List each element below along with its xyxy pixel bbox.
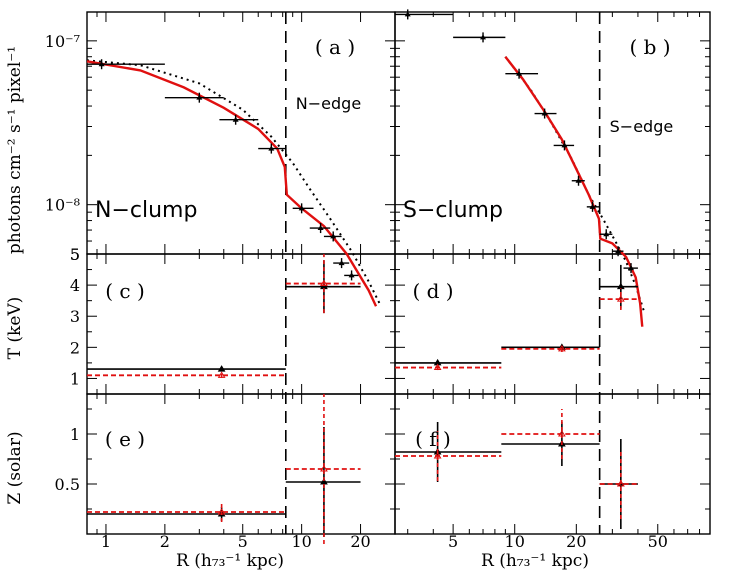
data-point-marker	[589, 203, 596, 209]
data-point-marker	[561, 142, 568, 148]
marks-group: ( a ) N−clump N−edge ( c ) ( e ) ( b ) S−clump…	[86, 9, 674, 544]
panel-label: ( b )	[629, 35, 670, 59]
data-point-red-marker	[320, 465, 328, 472]
data-point-red-marker	[217, 508, 226, 515]
panel-frame	[86, 393, 396, 535]
panel-label: ( d )	[412, 279, 453, 303]
x-tick-label: 1	[101, 532, 111, 551]
x-tick-label: 20	[566, 532, 586, 551]
data-point-marker	[348, 272, 355, 278]
data-point-marker	[575, 177, 582, 183]
x-axis-label-left: R (h₇₃⁻¹ kpc)	[176, 551, 284, 571]
y-tick-label: 2	[70, 338, 80, 357]
x-tick-label: 2	[160, 532, 170, 551]
data-point-marker	[317, 225, 324, 231]
x-tick-label: 10	[291, 532, 311, 551]
x-tick-label: 50	[648, 532, 668, 551]
panel-label: ( c )	[105, 279, 145, 303]
x-tick-label: 10	[505, 532, 525, 551]
panel-frame	[394, 393, 711, 535]
data-point-marker	[480, 34, 487, 40]
y-tick-label: 1	[70, 425, 80, 444]
data-point-red-marker	[557, 344, 566, 352]
data-point-marker	[330, 233, 337, 239]
region-label: N−clump	[95, 198, 197, 223]
y-tick-label: 1	[70, 369, 80, 388]
data-point-marker	[338, 260, 345, 266]
data-point-red-marker	[616, 480, 625, 487]
data-point-marker	[541, 110, 548, 116]
panel-label: ( f )	[415, 427, 451, 451]
x-tick-label: 20	[350, 532, 370, 551]
edge-label: S−edge	[610, 117, 674, 136]
data-point-marker	[232, 116, 239, 122]
data-point-red-marker	[433, 452, 442, 459]
y-axis-label-metallicity: Z (solar)	[5, 431, 25, 504]
data-point-red-marker	[616, 295, 625, 302]
data-point-marker	[603, 231, 610, 237]
x-axis-label-right: R (h₇₃⁻¹ kpc)	[481, 551, 589, 571]
y-tick-label: 4	[70, 276, 80, 295]
data-point-marker	[268, 145, 275, 151]
data-point-marker	[615, 248, 622, 254]
panel-label: ( e )	[105, 427, 145, 451]
data-point-marker	[404, 11, 411, 17]
data-point-marker	[298, 205, 305, 211]
y-tick-label: 5	[70, 245, 80, 264]
labels-group: photons cm⁻² s⁻¹ pixel⁻¹ T (keV) Z (sola…	[5, 46, 589, 571]
edge-label: N−edge	[296, 94, 361, 113]
panel-frame	[394, 253, 711, 395]
model-curve-dotted	[504, 56, 646, 313]
data-point-marker	[98, 61, 105, 67]
y-tick-label: 5	[70, 245, 80, 264]
data-point-red-marker	[557, 430, 566, 437]
y-axis-label-flux: photons cm⁻² s⁻¹ pixel⁻¹	[5, 46, 25, 254]
panel-label: ( a )	[315, 35, 355, 59]
y-tick-label: 10⁻⁸	[45, 196, 80, 215]
data-point-red-marker	[320, 279, 328, 287]
data-point-marker	[627, 265, 634, 271]
y-tick-label: 0.5	[55, 475, 80, 494]
data-point-marker	[516, 70, 523, 76]
data-point-marker	[196, 94, 203, 100]
x-tick-label: 5	[448, 532, 458, 551]
data-point-red-marker	[433, 363, 442, 371]
model-curve-solid	[86, 60, 378, 307]
data-point-red-marker	[217, 371, 226, 378]
y-axis-label-temperature: T (keV)	[5, 297, 25, 360]
x-tick-label: 5	[238, 532, 248, 551]
region-label: S−clump	[403, 198, 503, 223]
y-tick-label: 10⁻⁷	[45, 32, 80, 51]
y-tick-label: 3	[70, 307, 80, 326]
data-point-marker	[217, 365, 226, 372]
